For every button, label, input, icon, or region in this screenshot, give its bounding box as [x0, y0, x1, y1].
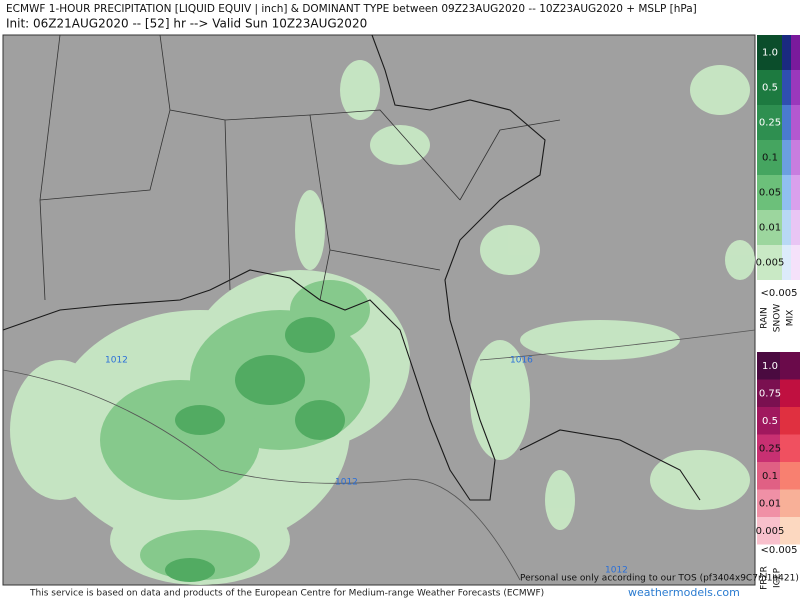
- legend-swatch: [782, 140, 791, 175]
- legend-label: 0.1: [762, 471, 778, 482]
- legend-swatch: [757, 70, 782, 105]
- legend-swatch: [791, 210, 800, 245]
- map-title: ECMWF 1-HOUR PRECIPITATION [LIQUID EQUIV…: [6, 3, 697, 15]
- legend-type: MIX: [786, 310, 796, 327]
- legend-label: 0.75: [759, 388, 781, 399]
- legend-swatch: [757, 434, 780, 462]
- legend-swatch: [791, 70, 800, 105]
- legend-swatch: [757, 407, 780, 435]
- legend-swatch: [791, 140, 800, 175]
- legend-label: 0.01: [759, 498, 781, 509]
- legend-swatch: [757, 105, 782, 140]
- legend-swatch: [791, 35, 800, 70]
- legend-label: 0.5: [762, 416, 778, 427]
- legends: 1.0 0.5 0.25 0.1 0.05 0.01 0.005 <0.005 RAIN SNOW…: [756, 35, 800, 590]
- legend-type: SNOW: [773, 304, 783, 333]
- legend-label: 0.5: [762, 83, 778, 94]
- legend-label: 0.005: [756, 258, 785, 269]
- isobars: [2, 329, 756, 581]
- legend-label: 0.005: [756, 526, 785, 537]
- legend-below: <0.005: [760, 545, 797, 556]
- legend-swatch: [791, 175, 800, 210]
- isobar-label: 1012: [605, 566, 628, 576]
- legend-type: ICEP: [773, 567, 783, 588]
- legend-swatch: [780, 517, 800, 545]
- legend-label: 0.25: [759, 118, 781, 129]
- state-borders: [39, 34, 561, 301]
- legend-swatch: [780, 489, 800, 517]
- legend-swatch: [780, 352, 800, 380]
- legend-swatch: [782, 245, 791, 280]
- legend-swatch: [791, 105, 800, 140]
- legend-swatch: [757, 462, 780, 490]
- legend-swatch: [780, 434, 800, 462]
- legend-label: 0.05: [759, 188, 781, 199]
- legend-swatch: [780, 379, 800, 407]
- legend-swatch: [757, 140, 782, 175]
- legend-swatch: [757, 352, 780, 380]
- legend-swatch: [757, 175, 782, 210]
- legend-swatch: [782, 70, 791, 105]
- legend-below: <0.005: [760, 288, 797, 299]
- legend-type: FRZR: [760, 566, 770, 590]
- legend-swatch: [757, 210, 782, 245]
- legend-label: 0.01: [759, 223, 781, 234]
- isobar-label: 1012: [105, 356, 128, 366]
- footer-credit: This service is based on data and produc…: [29, 589, 544, 599]
- legend-swatch: [782, 105, 791, 140]
- precip-heavy: [165, 317, 345, 582]
- footer-site: weathermodels.com: [628, 586, 740, 599]
- legend-type: RAIN: [760, 307, 770, 328]
- map: 1012 1016 1012 1012 1012 Personal use on…: [2, 34, 799, 586]
- notice: Personal use only according to our TOS (…: [520, 574, 799, 584]
- legend-label: 1.0: [762, 48, 778, 59]
- legend-swatch: [757, 35, 782, 70]
- legend-swatch: [791, 245, 800, 280]
- legend-swatch: [782, 210, 791, 245]
- legend-swatch: [782, 35, 791, 70]
- isobar-label: 1012: [335, 478, 358, 488]
- legend-label: 1.0: [762, 361, 778, 372]
- legend-swatch: [780, 462, 800, 490]
- legend-swatch: [757, 379, 780, 407]
- coastline: [2, 34, 701, 501]
- legend-swatch: [757, 489, 780, 517]
- legend-label: 0.1: [762, 153, 778, 164]
- legend-label: 0.25: [759, 443, 781, 454]
- legend-swatch: [782, 175, 791, 210]
- legend-swatch: [780, 407, 800, 435]
- legend-swatch: [757, 517, 780, 545]
- map-subtitle: Init: 06Z21AUG2020 -- [52] hr --> Valid …: [6, 17, 367, 31]
- isobar-label: 1016: [510, 356, 533, 366]
- legend-swatch: [757, 245, 782, 280]
